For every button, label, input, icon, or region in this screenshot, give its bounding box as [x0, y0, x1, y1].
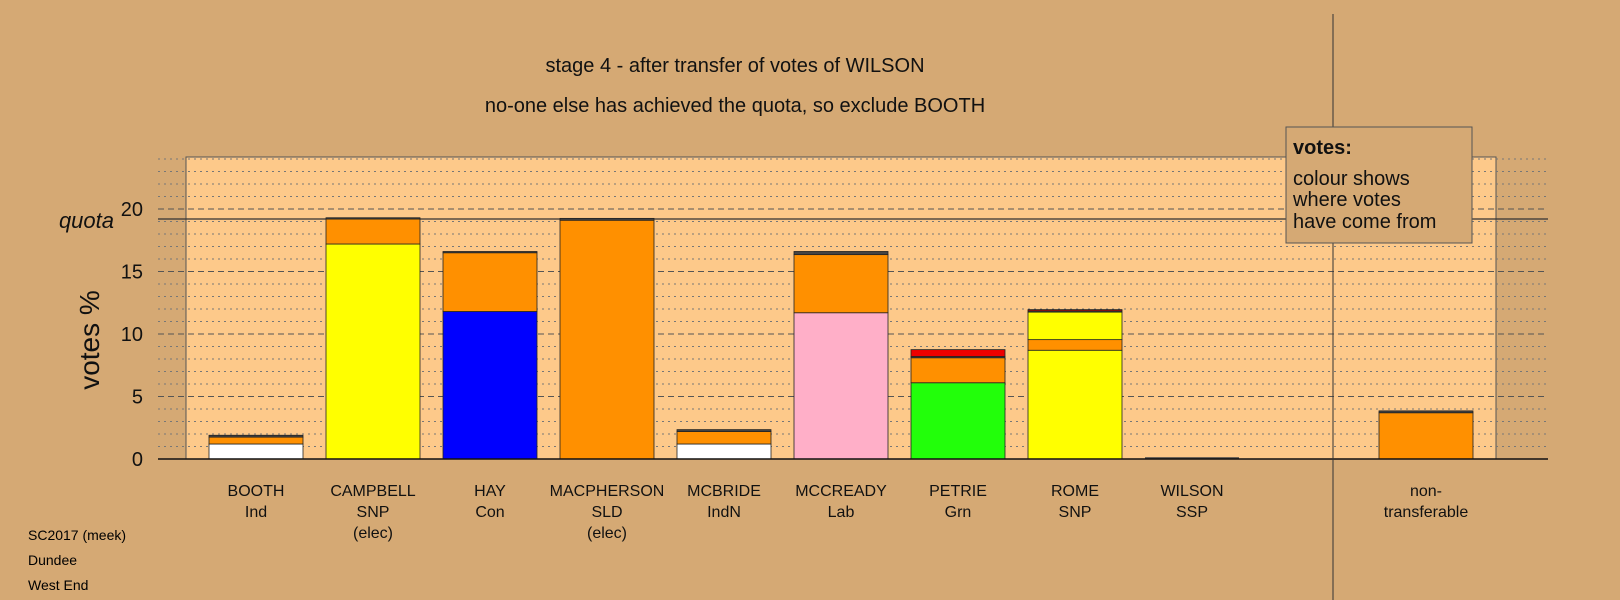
bar-rome-segment-snp	[1027, 311, 1123, 341]
legend-line-2: where votes	[1292, 189, 1401, 211]
bar-mccready-segment-other	[793, 251, 889, 256]
footer-line-3: West End	[28, 577, 89, 593]
bars	[208, 217, 1474, 460]
y-tick-label: 0	[132, 449, 143, 471]
nontransferable-label-2: transferable	[1384, 504, 1469, 521]
bar-rome-segment-ssp	[1027, 309, 1123, 312]
y-tick-label: 5	[132, 387, 143, 409]
bar-rome-segment-transfer	[1027, 339, 1123, 351]
bar-macpherson-segment-other	[559, 217, 655, 221]
bar-mccready-segment-transfer	[793, 254, 889, 314]
bar-mccready-segment-lab	[793, 312, 889, 460]
bar-nontransferable-segment-other	[1378, 410, 1474, 414]
candidate-name-label: HAY	[474, 483, 506, 500]
bar-hay-segment-con	[442, 311, 538, 460]
y-tick-label: 20	[121, 199, 143, 221]
candidate-party-label: Con	[475, 504, 504, 521]
candidate-party-label: Ind	[245, 504, 267, 521]
bar-booth-segment-ind	[208, 443, 304, 460]
footer-line-2: Dundee	[28, 552, 78, 568]
bar-petrie-segment-ssp	[910, 349, 1006, 357]
chart-subtitle: no-one else has achieved the quota, so e…	[485, 95, 985, 117]
candidate-party-label: SNP	[1059, 504, 1092, 521]
bar-petrie-segment-transfer	[910, 357, 1006, 384]
bar-hay-segment-other	[442, 251, 538, 254]
y-tick-label: 15	[121, 262, 143, 284]
candidate-name-label: MACPHERSON	[550, 483, 665, 500]
bar-mcbride-segment-other	[676, 429, 772, 432]
bar-petrie-segment-grn	[910, 382, 1006, 460]
bar-campbell-segment-snp	[325, 243, 421, 460]
y-axis: 0 5 10 15 20	[121, 199, 1548, 471]
candidate-name-label: ROME	[1051, 483, 1099, 500]
candidate-name-label: MCBRIDE	[687, 483, 761, 500]
candidate-party-label: IndN	[707, 504, 741, 521]
candidate-party-label: SSP	[1176, 504, 1208, 521]
candidate-name-label: BOOTH	[228, 483, 285, 500]
footer-line-1: SC2017 (meek)	[28, 527, 127, 543]
nontransferable-label-1: non-	[1410, 483, 1442, 500]
bar-mcbride-segment-indn	[676, 443, 772, 460]
y-tick-label: 10	[121, 324, 143, 346]
candidate-party-label: Lab	[828, 504, 855, 521]
legend-box	[1285, 126, 1473, 244]
y-axis-label: votes %	[74, 290, 105, 390]
quota-label: quota	[59, 208, 114, 233]
candidate-party-label: SLD	[591, 504, 622, 521]
bar-booth-segment-transfer	[208, 436, 304, 445]
legend: votes: colour shows where votes have com…	[1285, 126, 1473, 244]
bar-rome-segment-snp	[1027, 349, 1123, 460]
candidate-status-label: (elec)	[353, 525, 393, 542]
candidate-name-label: CAMPBELL	[330, 483, 415, 500]
x-axis-labels: BOOTH Ind CAMPBELL SNP (elec) HAY Con MACPHERSO…	[228, 483, 1469, 542]
legend-title: votes:	[1293, 137, 1352, 159]
chart-title: stage 4 - after transfer of votes of WIL…	[545, 55, 924, 77]
bar-nontransferable-segment-transfer	[1378, 412, 1474, 460]
candidate-name-label: WILSON	[1160, 483, 1223, 500]
bar-booth-segment-other	[208, 434, 304, 438]
candidate-name-label: MCCREADY	[795, 483, 887, 500]
candidate-party-label: Grn	[945, 504, 972, 521]
candidate-name-label: PETRIE	[929, 483, 987, 500]
legend-line-3: have come from	[1293, 211, 1436, 233]
bar-campbell-segment-other	[325, 217, 421, 220]
candidate-party-label: SNP	[357, 504, 390, 521]
bar-hay-segment-transfer	[442, 252, 538, 312]
bar-macpherson-segment-transfer	[559, 219, 655, 460]
legend-line-1: colour shows	[1293, 168, 1410, 190]
candidate-status-label: (elec)	[587, 525, 627, 542]
bar-mcbride-segment-transfer	[676, 431, 772, 445]
bar-campbell-segment-transfer	[325, 218, 421, 245]
